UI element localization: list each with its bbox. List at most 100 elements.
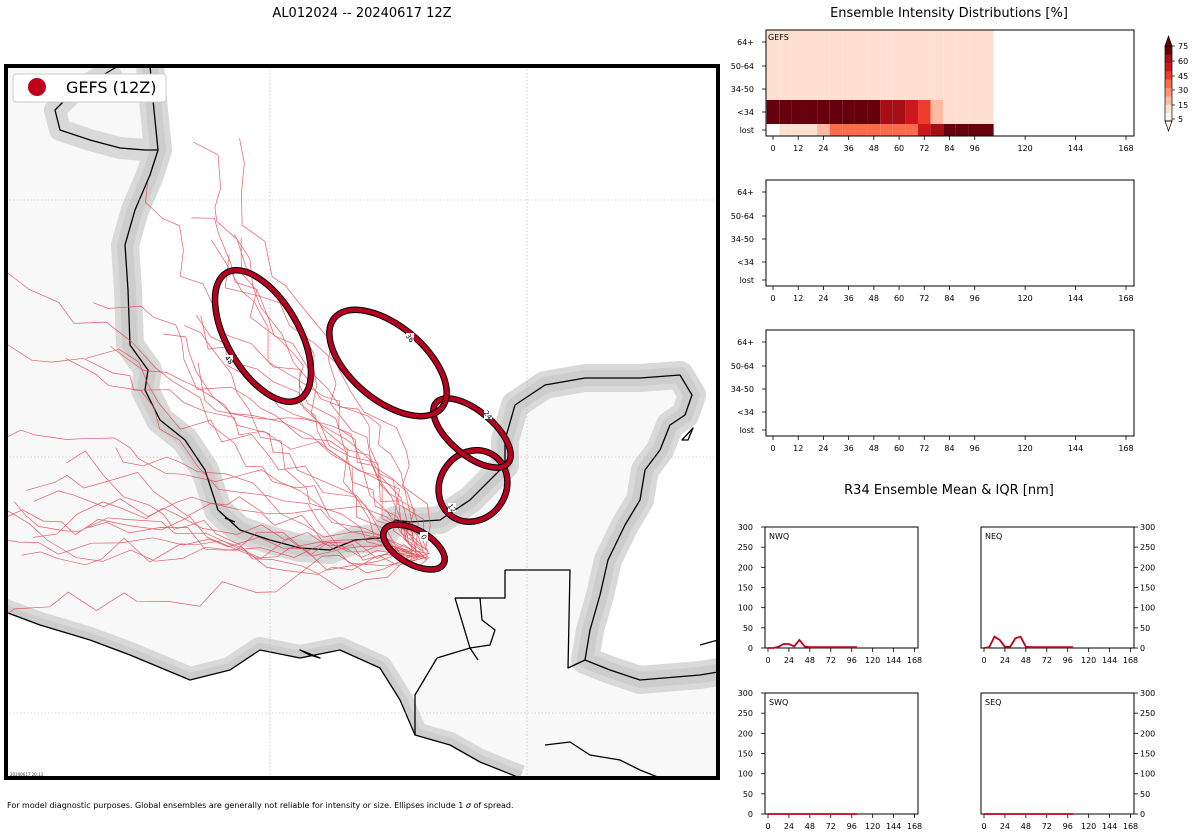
- x-tick-label: 60: [894, 444, 904, 453]
- heatmap-cell: [854, 53, 868, 77]
- ellipse-label-bg: [406, 333, 414, 342]
- r34-panel-nwq: NWQ 300 250 200 150 100 50 0 0 24 48 72 96 120 144 168: [738, 523, 922, 665]
- x-tick-label: 120: [1018, 294, 1033, 303]
- heatmap-cell: [981, 100, 994, 124]
- heatmap-cell: [917, 124, 931, 136]
- y-tick-label: 50: [1140, 624, 1150, 633]
- ensemble-track-line: [6, 509, 412, 559]
- x-tick-label: 168: [907, 656, 922, 665]
- heatmap-cell: [817, 53, 830, 77]
- x-tick-label: 24: [1000, 656, 1010, 665]
- heatmap-cell: [854, 124, 868, 136]
- heatmap-cell: [880, 53, 893, 77]
- heatmap-cell: [955, 77, 969, 100]
- heatmap-cell: [766, 30, 780, 53]
- ensemble-track-line: [239, 138, 419, 553]
- y-tick-label: 300: [738, 689, 753, 698]
- y-tick-label: 100: [738, 770, 753, 779]
- x-tick-label: 96: [970, 444, 980, 453]
- r34-panel-swq: SWQ 300 250 200 150 100 50 0 0 24 48 72 96 120 144 168: [738, 689, 922, 831]
- x-tick-label: 24: [818, 294, 828, 303]
- heatmap-cell: [880, 100, 893, 124]
- x-tick-label: 144: [1068, 444, 1083, 453]
- x-tick-label: 96: [970, 144, 980, 153]
- y-tick-label: 250: [738, 543, 753, 552]
- heatmap-cell: [779, 100, 792, 124]
- panel-label: NWQ: [769, 532, 789, 541]
- x-tick-label: 96: [1063, 656, 1073, 665]
- x-tick-label: 144: [886, 822, 901, 831]
- heatmap-cell: [867, 30, 881, 53]
- heatmap-cell: [943, 124, 956, 136]
- ensemble-track-line: [110, 346, 425, 557]
- y-tick-label: 50: [1140, 790, 1150, 799]
- x-tick-label: 96: [970, 294, 980, 303]
- ensemble-tracks: [6, 138, 431, 616]
- map-area: 0 12 24 36 48: [6, 66, 718, 778]
- heatmap-cell: [968, 124, 982, 136]
- heatmap-cell: [817, 124, 830, 136]
- y-tick-label: 250: [1140, 709, 1155, 718]
- ellipse-12h: [436, 448, 510, 524]
- heatmap-cell: [842, 100, 855, 124]
- heatmap-cell: [968, 77, 982, 100]
- heatmap-cell: [917, 30, 931, 53]
- heatmap-cell: [955, 30, 969, 53]
- x-tick-label: 72: [826, 656, 836, 665]
- heatmap-cell: [892, 77, 906, 100]
- colorbar-tick-label: 5: [1178, 115, 1183, 124]
- x-tick-label: 12: [793, 144, 803, 153]
- heatmap-cell: [892, 53, 906, 77]
- x-tick-label: 168: [1118, 444, 1133, 453]
- heatmap-cell: [779, 77, 792, 100]
- panel-frame: [765, 29, 1135, 137]
- heatmap-cell: [905, 30, 918, 53]
- y-tick-label: 50-64: [731, 212, 754, 221]
- x-tick-label: 120: [865, 656, 880, 665]
- x-tick-label: 24: [784, 656, 794, 665]
- colorbar-segment: [1165, 46, 1172, 55]
- ensemble-track-line: [197, 362, 419, 558]
- heatmap-cell: [905, 53, 918, 77]
- y-tick-label: <34: [737, 258, 754, 267]
- intensity-panel-2: 64+ 50-64 34-50 <34 lost 0 12 24 36 48 60 72 84 96 120…: [731, 179, 1135, 303]
- y-tick-label: 100: [738, 604, 753, 613]
- heatmap-cell: [905, 100, 918, 124]
- ensemble-track-line: [6, 509, 415, 562]
- panel-background: [766, 330, 1134, 436]
- x-tick-label: 84: [944, 144, 954, 153]
- heatmap-cell: [968, 53, 982, 77]
- x-tick-label: 48: [805, 822, 815, 831]
- colorbar-tick-label: 45: [1178, 72, 1188, 81]
- ensemble-track-line: [92, 302, 429, 559]
- ensemble-track-line: [6, 343, 424, 552]
- heatmap-cell: [854, 30, 868, 53]
- heatmap-cell: [930, 77, 944, 100]
- r34-mean-line: [768, 638, 857, 649]
- panel-frame: [980, 692, 1135, 815]
- colorbar-frame: [1164, 45, 1173, 122]
- heatmap-cell: [791, 100, 805, 124]
- colorbar-segment: [1165, 104, 1172, 113]
- heatmap-cell: [829, 100, 843, 124]
- panel-background: [766, 180, 1134, 286]
- colorbar-segment: [1165, 96, 1172, 105]
- map-frame: [4, 64, 720, 780]
- heatmap-cell: [842, 30, 855, 53]
- x-tick-label: 72: [919, 294, 929, 303]
- x-tick-label: 96: [847, 822, 857, 831]
- x-tick-label: 24: [818, 144, 828, 153]
- x-tick-label: 168: [907, 822, 922, 831]
- ensemble-track-line: [240, 237, 422, 551]
- heatmap-cell: [930, 53, 944, 77]
- r34-panel-seq: SEQ 300 250 200 150 100 50 0 0 24 48 72 96 120 144 168: [980, 689, 1155, 831]
- x-tick-label: 72: [826, 822, 836, 831]
- ellipse-label: 12: [446, 502, 458, 514]
- legend-marker-icon: [28, 78, 46, 96]
- heatmap-cell: [867, 100, 881, 124]
- colorbar-tick-label: 60: [1178, 57, 1188, 66]
- heatmap-cell: [968, 30, 982, 53]
- y-tick-label: 150: [738, 750, 753, 759]
- x-tick-label: 72: [919, 444, 929, 453]
